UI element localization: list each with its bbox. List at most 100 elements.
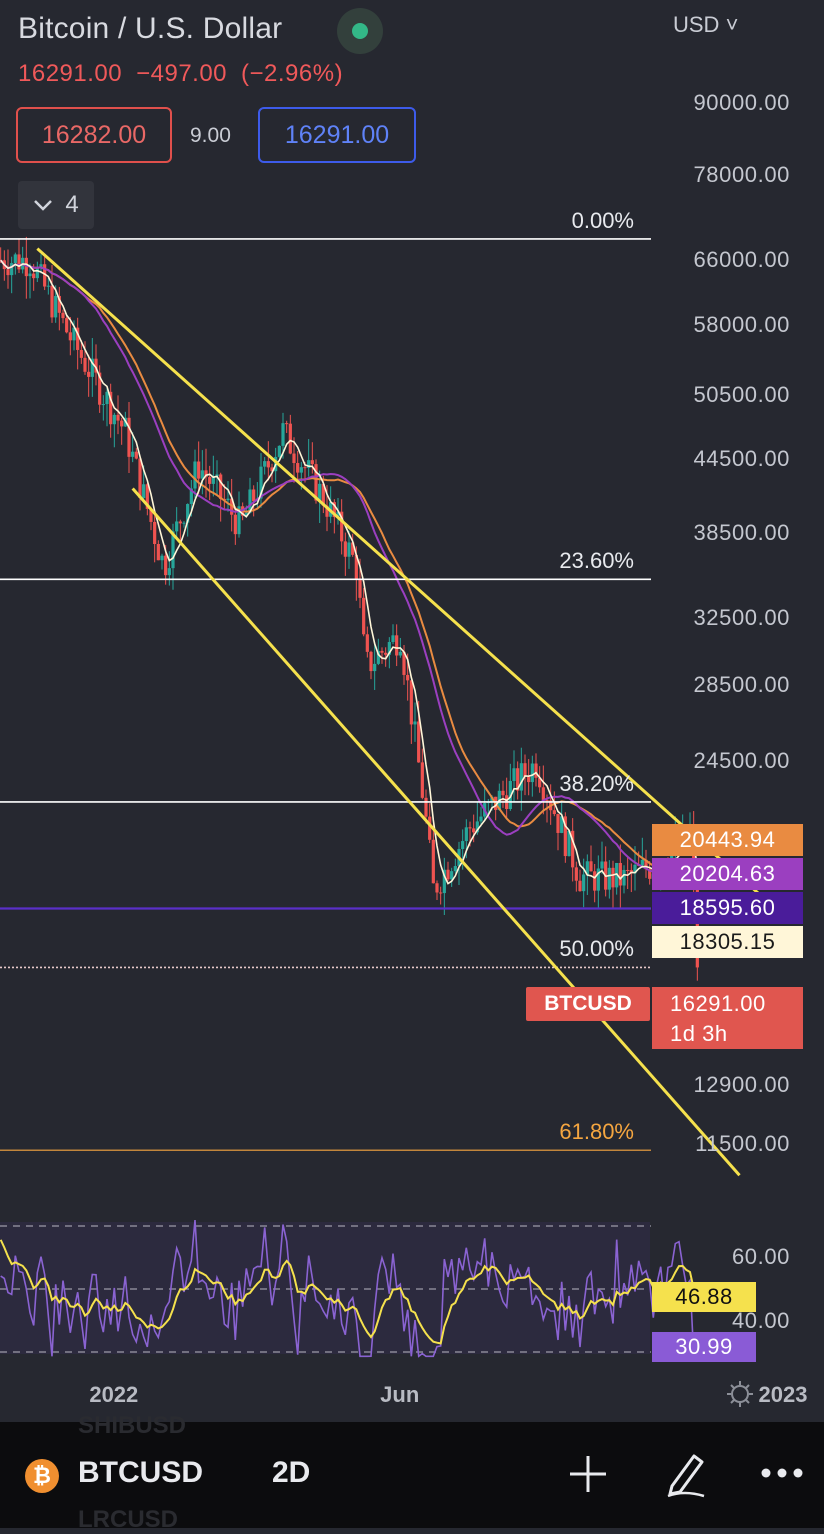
bar-countdown: 1d 3h bbox=[670, 1021, 728, 1046]
fib-level-label: 23.60% bbox=[559, 548, 634, 574]
sell-button[interactable]: 16282.00 bbox=[16, 107, 172, 163]
candle-body bbox=[523, 763, 527, 777]
candle-body bbox=[94, 358, 98, 373]
current-price-value: 16291.00 bbox=[670, 991, 766, 1016]
candle-body bbox=[208, 477, 212, 484]
candle-body bbox=[263, 461, 267, 467]
fib-level-label: 61.80% bbox=[559, 1119, 634, 1145]
candle-body bbox=[384, 652, 388, 655]
interval-selector[interactable]: 2D bbox=[272, 1456, 311, 1489]
symbol-title[interactable]: Bitcoin / U.S. Dollar bbox=[18, 12, 283, 45]
ghost-symbol-above: SHIBUSD bbox=[78, 1412, 187, 1439]
oscillator-signal-line bbox=[0, 1239, 699, 1345]
symbol-price-tag: BTCUSD bbox=[526, 987, 650, 1021]
candle-body bbox=[406, 674, 410, 681]
candle-body bbox=[266, 461, 270, 468]
candle-body bbox=[259, 466, 263, 499]
candle-body bbox=[200, 470, 204, 479]
candle-body bbox=[35, 268, 39, 279]
candle-body bbox=[13, 254, 17, 264]
candle-body bbox=[563, 816, 567, 857]
candle-body bbox=[560, 816, 564, 833]
candle-body bbox=[182, 522, 186, 524]
candle-body bbox=[340, 511, 344, 542]
candle-body bbox=[43, 264, 47, 287]
candle-body bbox=[519, 763, 523, 791]
candle-body bbox=[479, 816, 483, 822]
ma-purple-line bbox=[0, 259, 699, 875]
candle-body bbox=[626, 869, 630, 871]
overlays-group bbox=[0, 238, 783, 1358]
candle-body bbox=[343, 541, 347, 557]
candle-body bbox=[83, 357, 87, 372]
candle-body bbox=[325, 505, 329, 517]
candle-body bbox=[585, 861, 589, 875]
candle-body bbox=[175, 521, 179, 532]
candle-body bbox=[61, 312, 65, 319]
candle-body bbox=[72, 327, 76, 341]
candle-body bbox=[178, 521, 182, 524]
plus-icon[interactable] bbox=[568, 1454, 608, 1494]
oscillator-axis-tick: 40.00 bbox=[731, 1308, 790, 1333]
oscillator-value-tag: 46.88 bbox=[652, 1282, 756, 1312]
candle-body bbox=[50, 285, 54, 318]
candle-body bbox=[428, 816, 432, 840]
oscillator-axis-tick: 60.00 bbox=[731, 1244, 790, 1269]
candle-body bbox=[160, 555, 164, 561]
candle-body bbox=[362, 597, 366, 635]
candle-body bbox=[68, 332, 72, 341]
candle-body bbox=[321, 483, 325, 506]
candle-body bbox=[596, 868, 600, 891]
candle-body bbox=[464, 827, 468, 842]
candle-body bbox=[76, 327, 80, 350]
candle-body bbox=[314, 464, 318, 501]
candle-body bbox=[204, 470, 208, 478]
candle-body bbox=[10, 263, 14, 276]
candle-body bbox=[600, 861, 604, 869]
candle-body bbox=[281, 423, 285, 446]
candle-body bbox=[164, 555, 168, 576]
candle-body bbox=[648, 869, 652, 879]
candle-body bbox=[618, 862, 622, 886]
candle-body bbox=[611, 867, 615, 888]
candle-body bbox=[365, 634, 369, 652]
candle-body bbox=[288, 423, 292, 454]
candle-body bbox=[90, 358, 94, 377]
candle-body bbox=[24, 257, 28, 277]
candle-body bbox=[453, 866, 457, 872]
price-axis-tick: 32500.00 bbox=[693, 605, 790, 631]
candle-body bbox=[116, 414, 120, 421]
price-axis-tick: 44500.00 bbox=[693, 446, 790, 472]
buy-button[interactable]: 16291.00 bbox=[258, 107, 416, 163]
price-axis-tick: 50500.00 bbox=[693, 382, 790, 408]
candle-body bbox=[149, 508, 153, 522]
oscillator-pane-background bbox=[0, 1222, 650, 1354]
more-icon[interactable] bbox=[760, 1466, 804, 1480]
candle-body bbox=[530, 763, 534, 783]
candle-body bbox=[252, 489, 256, 502]
ma-value-tag: 18305.15 bbox=[652, 926, 803, 958]
candle-body bbox=[450, 871, 454, 880]
candle-body bbox=[54, 295, 58, 318]
candle-body bbox=[512, 768, 516, 781]
candle-body bbox=[556, 814, 560, 833]
candle-body bbox=[134, 451, 138, 459]
time-axis-tick: Jun bbox=[380, 1382, 420, 1407]
candle-body bbox=[435, 883, 439, 893]
market-status-dot[interactable] bbox=[337, 8, 383, 54]
ghost-symbol-below: LRCUSD bbox=[78, 1506, 178, 1533]
symbol-selector[interactable]: BTCUSD bbox=[78, 1456, 203, 1489]
gear-icon[interactable] bbox=[726, 1380, 754, 1408]
candle-body bbox=[226, 498, 230, 501]
candle-body bbox=[574, 867, 578, 881]
candle-body bbox=[307, 460, 311, 468]
candle-body bbox=[644, 859, 648, 870]
candle-body bbox=[277, 445, 281, 457]
candle-body bbox=[578, 880, 582, 892]
currency-selector[interactable]: USD ˅ bbox=[673, 12, 739, 37]
indicators-toggle[interactable]: 4 bbox=[18, 181, 94, 229]
candle-body bbox=[109, 391, 113, 425]
candle-body bbox=[98, 372, 102, 405]
pen-icon[interactable] bbox=[664, 1450, 708, 1498]
